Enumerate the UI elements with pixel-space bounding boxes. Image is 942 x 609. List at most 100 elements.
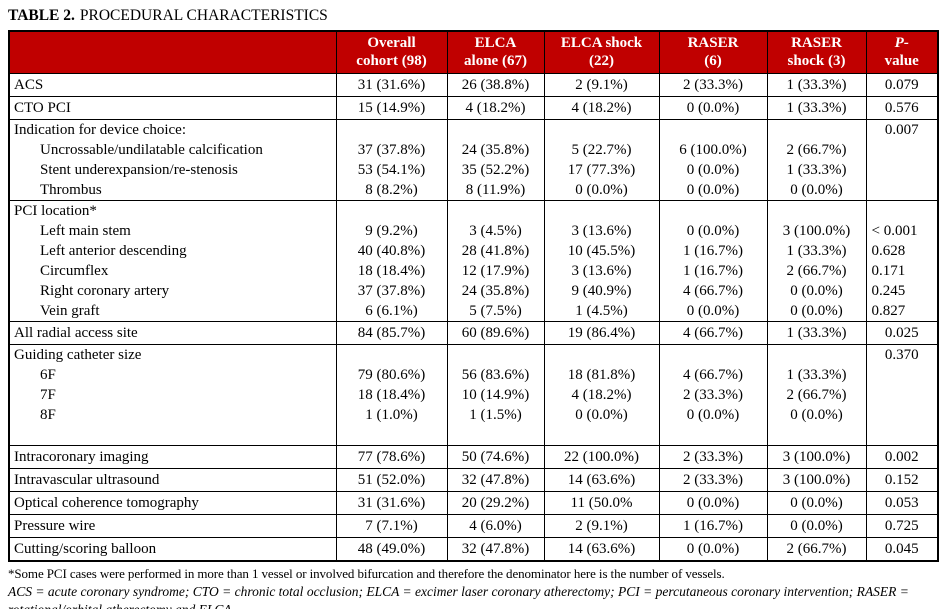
cell-value: 4 (66.7%) (683, 325, 743, 341)
table-title-text: PROCEDURAL CHARACTERISTICS (79, 7, 328, 24)
cell-p-value: 0.152 (865, 468, 939, 492)
cell-elca-alone: 32 (47.8%) (446, 537, 545, 562)
header-p-value: P- value (865, 30, 939, 74)
cell-raser: 2 (33.3%) (658, 468, 768, 492)
cell-value: 3 (4.5%) (469, 223, 522, 239)
cell-value: 1 (1.0%) (365, 407, 418, 423)
cell-raser: 2 (33.3%) (658, 73, 768, 97)
cell-value: 6 (6.1%) (365, 303, 418, 319)
table-row-intravascular-ultrasound: Intravascular ultrasound 51 (52.0%) 32 (… (8, 468, 939, 492)
cell-value: 1 (33.3%) (786, 162, 847, 178)
table-row-cto-pci: CTO PCI 15 (14.9%) 4 (18.2%) 4 (18.2%) 0… (8, 96, 939, 120)
cell-value: 0 (0.0%) (686, 162, 740, 178)
row-label-cell: ACS (8, 73, 337, 97)
cell-value: 4 (6.0%) (469, 518, 522, 534)
cell-value: 24 (35.8%) (461, 283, 530, 299)
cell-raser: 0 (0.0%) (658, 537, 768, 562)
cell-value: 0 (0.0%) (686, 495, 740, 511)
cell-raser-shock: 0 (0.0%) (766, 491, 867, 515)
row-label: Thrombus (40, 182, 102, 198)
row-label: Vein graft (40, 303, 100, 319)
row-label: Intracoronary imaging (14, 449, 149, 465)
cell-value: 18 (81.8%) (567, 367, 636, 383)
cell-raser-shock: 0 (0.0%) (766, 514, 867, 538)
cell-value: 79 (80.6%) (357, 367, 426, 383)
cell-raser: 4 (66.7%) 2 (33.3%) 0 (0.0%) (658, 344, 768, 446)
cell-overall: 48 (49.0%) (335, 537, 448, 562)
cell-raser-shock: 1 (33.3%) (766, 321, 867, 345)
cell-value (768, 121, 865, 141)
cell-p-value: 0.025 (865, 321, 939, 345)
table-section-guiding-catheter: Guiding catheter size 6F 7F 8F 79 (80.6%… (8, 344, 939, 446)
section-header-label: Guiding catheter size (14, 347, 142, 363)
procedural-characteristics-table: Overall cohort (98) ELCA alone (67) ELCA… (8, 30, 939, 562)
cell-value: 31 (31.6%) (357, 495, 426, 511)
cell-elca-shock: 4 (18.2%) (543, 96, 660, 120)
cell-value: 0 (0.0%) (686, 407, 740, 423)
cell-value: 77 (78.6%) (357, 449, 426, 465)
cell-elca-shock: 3 (13.6%) 10 (45.5%) 3 (13.6%) 9 (40.9%)… (543, 200, 660, 322)
cell-value: 31 (31.6%) (357, 77, 426, 93)
row-label: Uncrossable/undilatable calcification (40, 142, 263, 158)
cell-raser: 2 (33.3%) (658, 445, 768, 469)
header-line: (6) (704, 53, 722, 69)
cell-value: 51 (52.0%) (357, 472, 426, 488)
cell-elca-alone: 56 (83.6%) 10 (14.9%) 1 (1.5%) (446, 344, 545, 446)
header-elca-alone: ELCA alone (67) (446, 30, 545, 74)
row-label: Cutting/scoring balloon (14, 541, 157, 557)
cell-value (768, 202, 865, 222)
cell-value (867, 385, 937, 405)
row-label: 8F (40, 407, 56, 423)
cell-raser: 1 (16.7%) (658, 514, 768, 538)
cell-value: 0.171 (871, 263, 906, 279)
row-label-cell: Intravascular ultrasound (8, 468, 337, 492)
cell-value: 1 (33.3%) (786, 100, 847, 116)
cell-value: 0.628 (871, 243, 906, 259)
row-label: Left main stem (40, 223, 131, 239)
cell-elca-shock: 14 (63.6%) (543, 468, 660, 492)
cell-overall: 79 (80.6%) 18 (18.4%) 1 (1.0%) (335, 344, 448, 446)
cell-value (660, 346, 766, 366)
cell-value: 32 (47.8%) (461, 541, 530, 557)
cell-elca-alone: 26 (38.8%) (446, 73, 545, 97)
cell-value: 1 (16.7%) (683, 263, 743, 279)
footnote-abbreviations: ACS = acute coronary syndrome; CTO = chr… (8, 584, 909, 609)
cell-value: 20 (29.2%) (461, 495, 530, 511)
cell-value: 0.053 (884, 495, 919, 511)
cell-value: 3 (100.0%) (782, 449, 851, 465)
cell-p-value: 0.053 (865, 491, 939, 515)
header-line: ELCA shock (560, 35, 643, 51)
blank-line (10, 425, 335, 445)
cell-value: 0.725 (884, 518, 919, 534)
row-label: ACS (14, 77, 44, 93)
cell-overall: 51 (52.0%) (335, 468, 448, 492)
row-label: Stent underexpansion/re-stenosis (40, 162, 238, 178)
cell-value: 0.576 (884, 100, 919, 116)
cell-value: 48 (49.0%) (357, 541, 426, 557)
header-line: ELCA (474, 35, 517, 51)
header-line: (22) (589, 53, 614, 69)
cell-value: 3 (100.0%) (782, 472, 851, 488)
cell-value: 2 (33.3%) (683, 472, 743, 488)
cell-value: 0.002 (884, 449, 919, 465)
cell-raser: 6 (100.0%) 0 (0.0%) 0 (0.0%) (658, 119, 768, 201)
cell-value: 0 (0.0%) (686, 100, 740, 116)
cell-overall: 31 (31.6%) (335, 73, 448, 97)
cell-value (660, 202, 766, 222)
blank-line (867, 425, 937, 445)
cell-value: 10 (14.9%) (461, 387, 530, 403)
cell-value: 50 (74.6%) (461, 449, 530, 465)
cell-value: 0 (0.0%) (575, 407, 628, 423)
row-label-cell: Pressure wire (8, 514, 337, 538)
cell-elca-shock: 2 (9.1%) (543, 73, 660, 97)
header-line: shock (3) (787, 53, 846, 69)
cell-p-value: 0.045 (865, 537, 939, 562)
cell-value: 2 (33.3%) (683, 449, 743, 465)
row-label-cell: Guiding catheter size 6F 7F 8F (8, 344, 337, 446)
row-label-cell: Indication for device choice: Uncrossabl… (8, 119, 337, 201)
cell-overall: 37 (37.8%) 53 (54.1%) 8 (8.2%) (335, 119, 448, 201)
table-row-all-radial-access: All radial access site 84 (85.7%) 60 (89… (8, 321, 939, 345)
cell-value: 0.025 (884, 325, 919, 341)
cell-value: 37 (37.8%) (357, 283, 426, 299)
cell-value: 8 (8.2%) (365, 182, 418, 198)
